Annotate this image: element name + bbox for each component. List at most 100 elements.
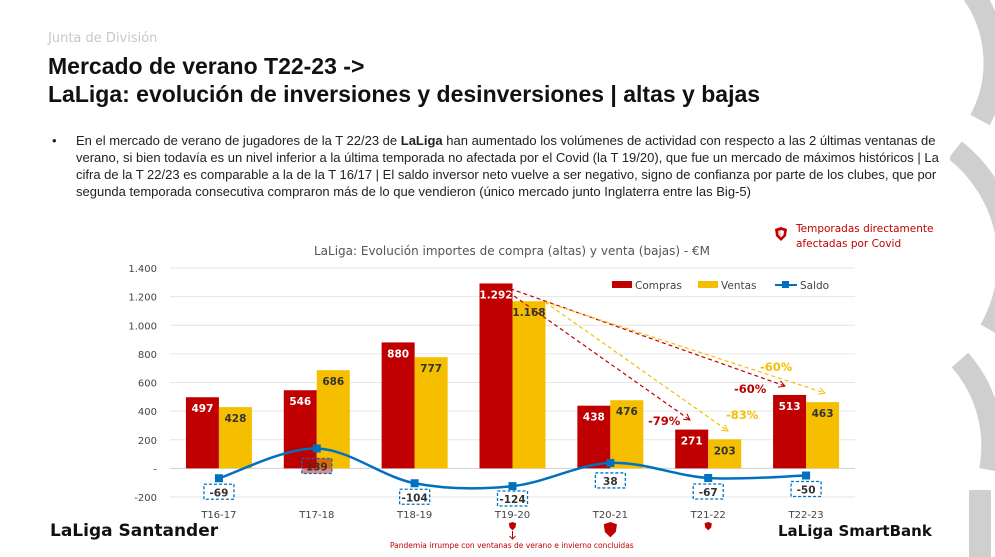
change-annotation: -79% [648, 414, 681, 428]
change-annotation: -60% [734, 382, 767, 396]
saldo-label: -104 [402, 492, 428, 504]
arrow-head [682, 413, 691, 421]
bar-ventas [610, 400, 644, 469]
y-tick-label: 800 [138, 350, 157, 361]
y-tick-label: 1.400 [128, 264, 157, 275]
saldo-label: -67 [699, 487, 718, 499]
pandemia-note: Pandemia irrumpe con ventanas de verano … [390, 541, 634, 550]
y-tick-label: 1.000 [128, 321, 157, 332]
data-label-ventas: 777 [420, 363, 442, 375]
x-tick-label: T18-19 [396, 510, 432, 521]
legend-swatch [612, 281, 632, 288]
bar-compras [675, 429, 709, 469]
arrow-head [720, 424, 729, 432]
y-tick-label: 1.200 [128, 293, 157, 304]
down-arrow-icon [509, 531, 516, 540]
covid-shield-icon [508, 522, 517, 531]
covid-note-line1: Temporadas directamente [796, 223, 934, 235]
bullet-post: han aumentado los volúmenes de actividad… [76, 133, 939, 199]
data-label-compras: 546 [289, 396, 311, 408]
laliga-santander-logo: LaLiga Santander [50, 521, 219, 541]
y-tick-label: - [153, 464, 157, 475]
bar-ventas [806, 402, 840, 469]
data-label-ventas: 203 [714, 445, 736, 457]
y-tick-label: 200 [138, 436, 157, 447]
x-tick-label: T17-18 [298, 510, 334, 521]
bar-compras [185, 397, 219, 469]
change-arrow [496, 283, 691, 421]
saldo-label-box [398, 488, 431, 505]
data-label-ventas: 476 [616, 406, 638, 418]
data-label-compras: 497 [191, 403, 213, 415]
covid-note-line2: afectadas por Covid [796, 238, 902, 250]
data-label-compras: 1.292 [479, 289, 512, 301]
saldo-label-box [692, 483, 724, 500]
legend-swatch [782, 281, 789, 288]
data-label-ventas: 1.168 [512, 307, 545, 319]
chart-title: LaLiga: Evolución importes de compra (al… [314, 244, 710, 258]
bar-ventas [218, 407, 252, 469]
bar-compras [773, 394, 807, 469]
saldo-marker [606, 458, 615, 467]
y-tick-label: -200 [134, 493, 157, 504]
covid-note: Temporadas directamente afectadas por Co… [796, 222, 933, 252]
bar-ventas [414, 357, 448, 469]
laliga-smartbank-logo: LaLiga SmartBank [778, 522, 932, 540]
kicker: Junta de División [48, 31, 158, 46]
saldo-marker [802, 471, 811, 480]
saldo-label-box [203, 483, 235, 500]
data-label-compras: 271 [681, 436, 703, 448]
saldo-marker [214, 474, 223, 483]
saldo-marker [508, 482, 517, 491]
legend-label: Saldo [800, 280, 829, 292]
y-tick-label: 600 [138, 379, 157, 390]
arrow-head [778, 380, 786, 388]
x-tick-label: T20-21 [592, 510, 628, 521]
x-tick-label: T21-22 [690, 510, 726, 521]
change-arrow [496, 283, 786, 387]
x-tick-label: T16-17 [200, 510, 236, 521]
bar-ventas [512, 301, 546, 469]
x-tick-label: T19-20 [494, 510, 530, 521]
bar-compras [479, 283, 513, 469]
covid-shield-icon [775, 227, 787, 241]
saldo-label: 38 [603, 476, 618, 488]
saldo-label: 139 [306, 461, 328, 473]
bullet-dot: • [52, 133, 57, 148]
saldo-label: -50 [797, 485, 816, 497]
data-label-ventas: 686 [322, 376, 344, 388]
bullet-text: • En el mercado de verano de jugadores d… [52, 132, 942, 200]
saldo-marker [704, 473, 713, 482]
covid-shield-icon [704, 522, 712, 531]
data-label-ventas: 428 [224, 413, 246, 425]
change-annotation: -83% [726, 408, 759, 422]
arrow-head [818, 387, 826, 395]
title-line-1: Mercado de verano T22-23 -> [48, 53, 365, 79]
bullet-bold: LaLiga [400, 133, 443, 148]
saldo-label-box [790, 480, 822, 498]
saldo-label: -124 [499, 494, 525, 506]
y-tick-label: 400 [138, 407, 157, 418]
data-label-ventas: 463 [812, 408, 834, 420]
saldo-label-box [301, 457, 333, 475]
bullet-pre: En el mercado de verano de jugadores de … [76, 133, 401, 148]
saldo-marker [312, 444, 321, 453]
saldo-label: -69 [209, 487, 228, 499]
legend-label: Ventas [721, 280, 757, 292]
data-label-compras: 438 [583, 412, 605, 424]
legend-swatch [698, 281, 718, 288]
change-annotation: -60% [760, 360, 793, 374]
bar-compras [381, 342, 415, 469]
saldo-label-box [594, 472, 627, 489]
saldo-marker [410, 479, 419, 488]
data-label-compras: 880 [387, 348, 409, 360]
saldo-label-box [496, 490, 529, 507]
title-line-2: LaLiga: evolución de inversiones y desin… [48, 81, 761, 107]
data-label-compras: 513 [779, 401, 801, 413]
change-arrow [544, 301, 729, 432]
page-title: Mercado de verano T22-23 -> LaLiga: evol… [48, 52, 760, 108]
bar-compras [283, 390, 317, 469]
covid-shield-icon [603, 522, 617, 538]
x-tick-label: T22-23 [787, 510, 823, 521]
